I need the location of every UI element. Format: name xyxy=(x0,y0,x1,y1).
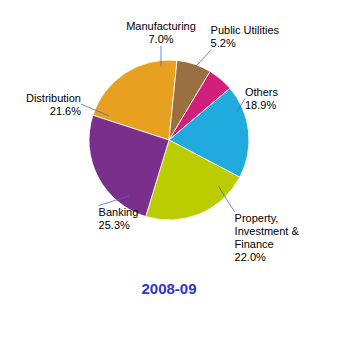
svg-text:Others18.9%: Others18.9% xyxy=(245,86,279,111)
svg-text:Distribution21.6%: Distribution21.6% xyxy=(26,92,81,117)
svg-text:Manufacturing7.0%: Manufacturing7.0% xyxy=(126,20,196,45)
svg-text:Banking25.3%: Banking25.3% xyxy=(99,206,139,231)
html-text:2008-09: 2008-09 xyxy=(141,280,197,297)
svg-text:Public Utilities5.2%: Public Utilities5.2% xyxy=(211,24,280,49)
svg-text:Property,Investment &Finance22: Property,Investment &Finance22.0% xyxy=(235,212,300,263)
